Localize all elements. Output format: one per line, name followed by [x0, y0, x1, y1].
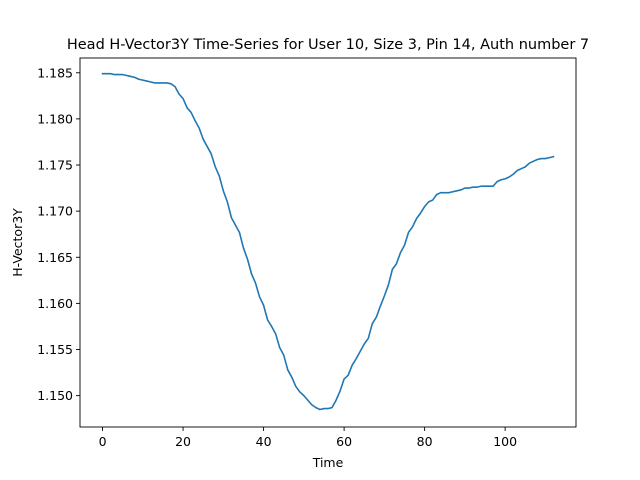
y-tick-label: 1.160 — [37, 296, 73, 311]
y-axis-label: H-Vector3Y — [10, 208, 25, 277]
y-tick-label: 1.175 — [37, 158, 73, 173]
y-tick-label: 1.150 — [37, 388, 73, 403]
x-axis-ticks: 0 20 40 60 80 100 — [99, 427, 517, 449]
x-tick-label: 20 — [175, 434, 191, 449]
y-tick-label: 1.185 — [37, 65, 73, 80]
x-tick-label: 60 — [336, 434, 352, 449]
y-tick-label: 1.165 — [37, 250, 73, 265]
y-axis-ticks: 1.150 1.155 1.160 1.165 1.170 1.175 1.180 1.185 — [37, 65, 80, 403]
x-tick-label: 100 — [493, 434, 517, 449]
plot-area-frame — [79, 57, 577, 428]
chart-title: Head H-Vector3Y Time-Series for User 10,… — [67, 37, 589, 53]
y-tick-label: 1.155 — [37, 342, 73, 357]
x-axis-label: Time — [312, 455, 344, 470]
y-tick-label: 1.170 — [37, 204, 73, 219]
y-tick-label: 1.180 — [37, 111, 73, 126]
x-tick-label: 40 — [256, 434, 272, 449]
x-tick-label: 80 — [417, 434, 433, 449]
plot-area-background — [80, 58, 576, 427]
series-line — [101, 72, 555, 411]
x-tick-label: 0 — [99, 434, 107, 449]
